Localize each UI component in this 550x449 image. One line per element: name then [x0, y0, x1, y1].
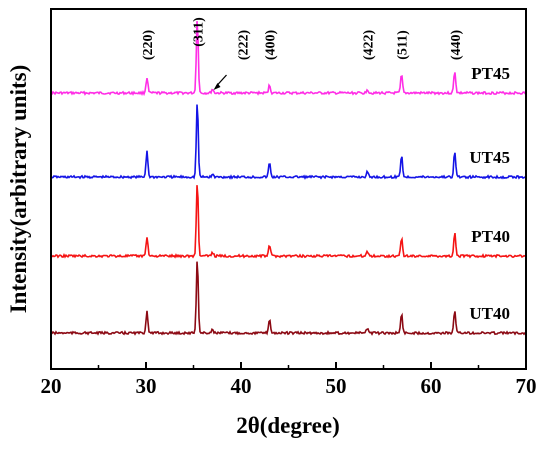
- series-label-pt45: PT45: [471, 64, 510, 83]
- series-label-ut45: UT45: [469, 148, 510, 167]
- x-tick-label: 20: [41, 374, 62, 398]
- x-ticks-group: 20 30 40 50 60 70: [41, 362, 537, 398]
- x-tick-label: 50: [326, 374, 347, 398]
- peak-label: (222): [237, 30, 252, 61]
- x-tick-label: 40: [231, 374, 252, 398]
- series-label-pt40: PT40: [471, 227, 510, 246]
- x-axis-label: 2θ(degree): [236, 413, 340, 438]
- x-tick-label: 30: [136, 374, 157, 398]
- series-label-ut40: UT40: [469, 304, 510, 323]
- peak-labels-group: (220) (311) (222) (400) (422) (511) (440): [141, 17, 464, 60]
- traces-group: [50, 21, 527, 336]
- series-line-pt40: [50, 185, 527, 259]
- series-line-pt45: [50, 21, 527, 97]
- series-labels-group: PT45 UT45 PT40 UT40: [469, 64, 510, 323]
- x-tick-label: 60: [421, 374, 442, 398]
- peak-label: (440): [449, 30, 464, 61]
- peak-label: (311): [191, 17, 206, 47]
- series-line-ut40: [50, 261, 527, 336]
- y-axis-label: Intensity(arbitrary units): [6, 65, 31, 314]
- peak-label: (400): [264, 30, 279, 61]
- peak-label: (511): [396, 30, 411, 60]
- x-tick-label: 70: [516, 374, 537, 398]
- peak-label: (422): [361, 30, 376, 61]
- series-line-ut45: [50, 104, 527, 180]
- peak-222-arrowhead: [213, 83, 221, 90]
- peak-label: (220): [141, 30, 156, 61]
